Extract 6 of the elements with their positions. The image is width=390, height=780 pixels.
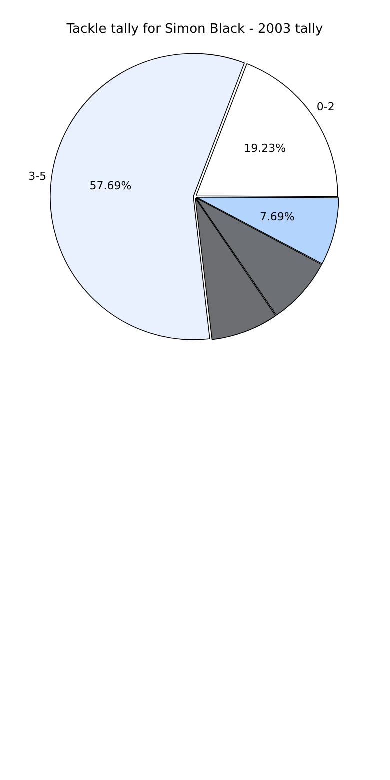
data-label: 19.23%: [244, 142, 286, 155]
data-label: 7.69%: [260, 210, 295, 224]
data-label: 57.69%: [90, 179, 132, 192]
chart-title: Tackle tally for Simon Black - 2003 tally: [66, 21, 324, 39]
slice-label: 3-5: [28, 170, 47, 184]
slice-label: 0-2: [316, 100, 335, 114]
